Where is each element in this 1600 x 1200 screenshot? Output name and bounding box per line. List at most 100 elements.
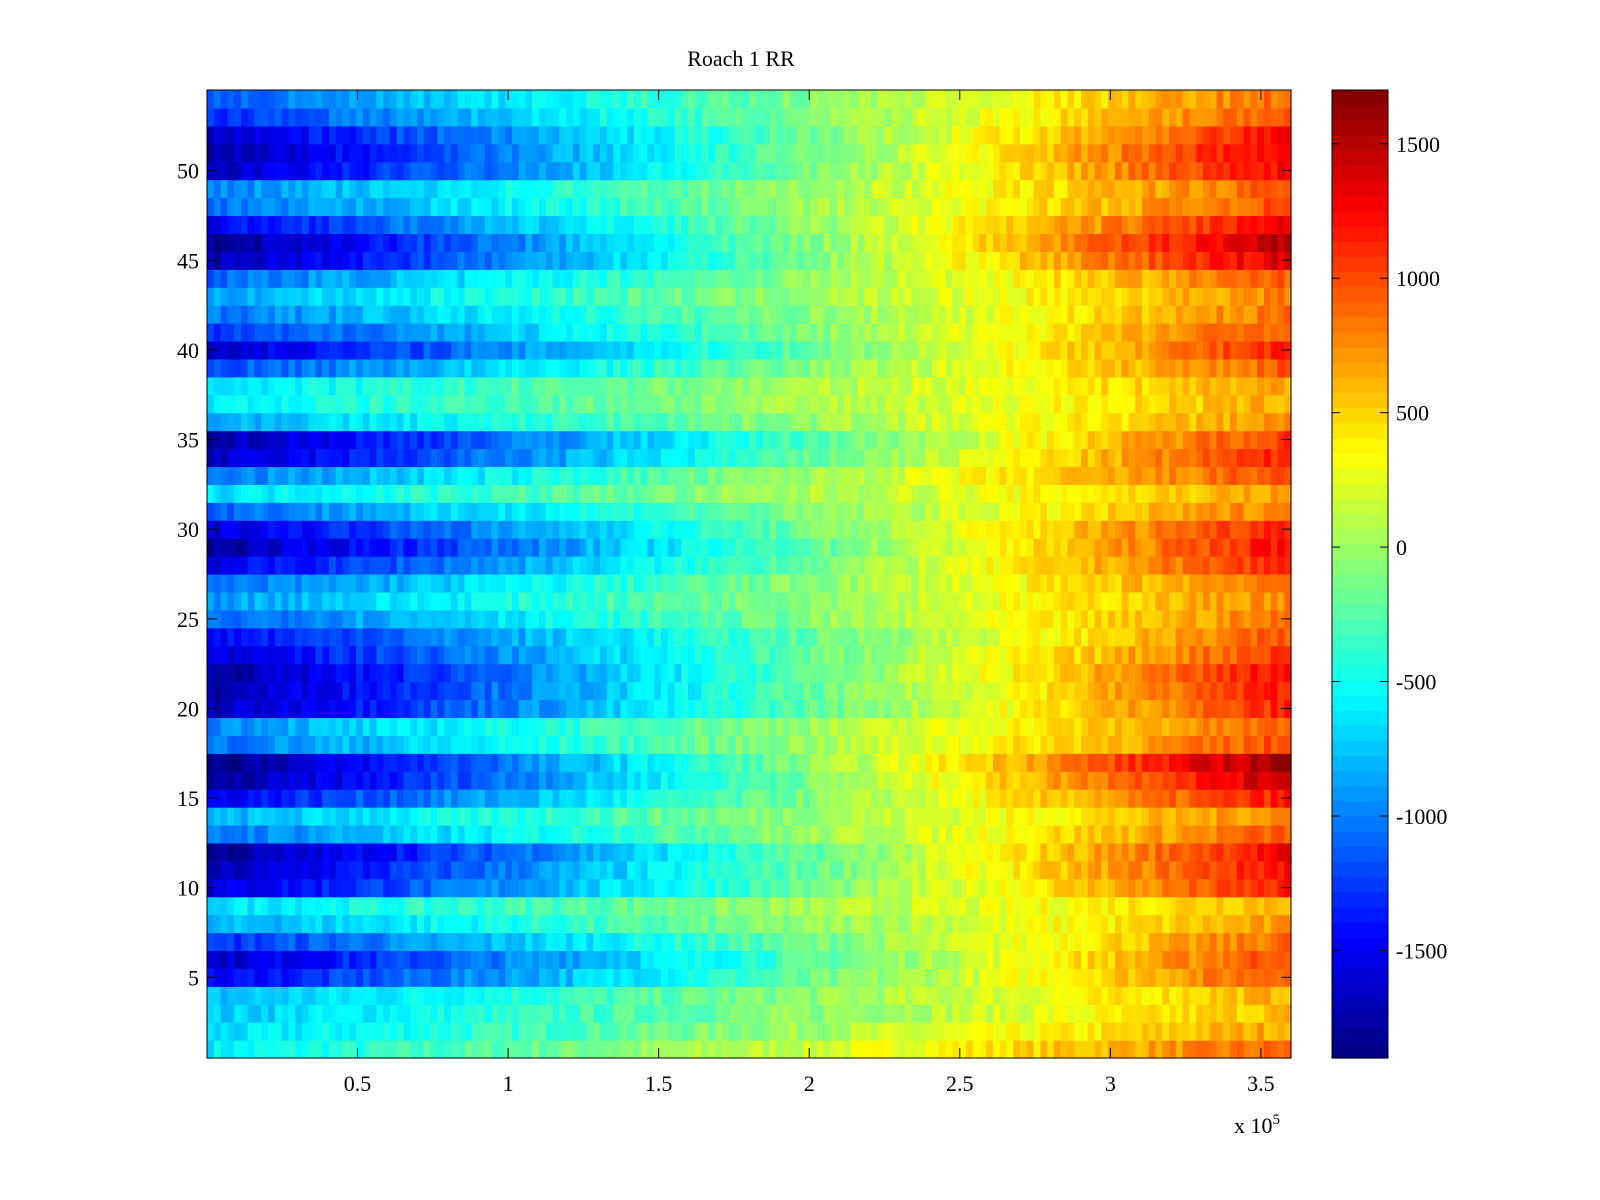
heatmap-cell <box>227 789 235 808</box>
heatmap-cell <box>911 699 919 719</box>
heatmap-cell <box>1257 574 1265 593</box>
heatmap-cell <box>776 663 784 683</box>
heatmap-cell <box>1013 753 1021 772</box>
heatmap-cell <box>762 1040 770 1059</box>
heatmap-cell <box>1182 896 1190 916</box>
heatmap-cell <box>749 789 757 808</box>
heatmap-cell <box>207 753 215 772</box>
heatmap-cell <box>281 627 289 647</box>
heatmap-cell <box>1236 663 1245 683</box>
heatmap-cell <box>843 842 852 862</box>
heatmap-cell <box>755 663 764 683</box>
heatmap-cell <box>281 914 289 934</box>
heatmap-cell <box>423 842 432 862</box>
heatmap-cell <box>559 932 567 952</box>
heatmap-cell <box>254 538 262 557</box>
heatmap-cell <box>322 484 330 503</box>
heatmap-cell <box>586 502 594 521</box>
heatmap-cell <box>674 771 682 790</box>
heatmap-cell <box>843 609 852 629</box>
heatmap-cell <box>986 789 994 808</box>
heatmap-cell <box>864 627 872 647</box>
heatmap-cell <box>484 520 493 539</box>
heatmap-cell <box>572 842 581 862</box>
heatmap-cell <box>857 1040 865 1059</box>
heatmap-cell <box>1216 807 1224 826</box>
heatmap-cell <box>572 968 581 987</box>
heatmap-cell <box>552 807 560 826</box>
heatmap-cell <box>959 591 967 611</box>
heatmap-cell <box>647 807 655 826</box>
heatmap-cell <box>667 753 676 772</box>
heatmap-cell <box>417 771 425 790</box>
heatmap-cell <box>999 771 1008 790</box>
heatmap-cell <box>769 860 777 880</box>
heatmap-cell <box>423 681 432 701</box>
heatmap-cell <box>1182 771 1190 790</box>
heatmap-cell <box>410 896 418 916</box>
heatmap-cell <box>1128 574 1136 593</box>
heatmap-cell <box>369 842 377 862</box>
heatmap-cell <box>471 591 479 611</box>
heatmap-cell <box>1060 699 1069 719</box>
heatmap-cell <box>952 538 960 557</box>
heatmap-cell <box>952 878 960 898</box>
heatmap-cell <box>925 520 933 539</box>
heatmap-cell <box>281 735 289 754</box>
heatmap-cell <box>749 842 757 862</box>
heatmap-cell <box>911 842 919 862</box>
heatmap-cell <box>708 950 716 969</box>
heatmap-cell <box>369 574 377 593</box>
heatmap-cell <box>837 574 845 593</box>
heatmap-cell <box>410 574 418 593</box>
heatmap-cell <box>369 627 377 647</box>
heatmap-cell <box>1033 914 1041 934</box>
heatmap-cell <box>437 753 445 772</box>
heatmap-cell <box>925 574 933 593</box>
heatmap-cell <box>538 842 547 862</box>
heatmap-cell <box>789 789 798 808</box>
heatmap-cell <box>308 520 317 539</box>
heatmap-cell <box>335 986 344 1005</box>
heatmap-cell <box>992 807 1001 826</box>
heatmap-cell <box>301 932 310 952</box>
heatmap-cell <box>674 968 682 987</box>
heatmap-cell <box>1209 520 1218 539</box>
heatmap-cell <box>898 753 906 772</box>
heatmap-cell <box>884 502 892 521</box>
heatmap-cell <box>1053 878 1062 898</box>
heatmap-cell <box>918 986 926 1005</box>
heatmap-cell <box>803 824 811 844</box>
heatmap-cell <box>586 556 594 575</box>
heatmap-cell <box>423 699 432 719</box>
heatmap-cell <box>1094 609 1102 629</box>
heatmap-cell <box>816 681 825 701</box>
heatmap-cell <box>877 753 886 772</box>
heatmap-cell <box>606 574 615 593</box>
heatmap-cell <box>769 538 777 557</box>
heatmap-cell <box>986 663 994 683</box>
heatmap-cell <box>864 807 872 826</box>
heatmap-cell <box>410 824 418 844</box>
heatmap-cell <box>654 681 662 701</box>
heatmap-cell <box>552 896 560 916</box>
heatmap-cell <box>816 520 825 539</box>
heatmap-cell <box>389 591 398 611</box>
heatmap-cell <box>938 950 947 969</box>
heatmap-cell <box>1006 627 1014 647</box>
heatmap-cell <box>1277 645 1285 665</box>
heatmap-cell <box>1101 896 1109 916</box>
heatmap-cell <box>518 609 527 629</box>
heatmap-cell <box>640 591 648 611</box>
heatmap-cell <box>1135 842 1143 862</box>
heatmap-cell <box>620 753 628 772</box>
heatmap-cell <box>322 574 330 593</box>
heatmap-cell <box>925 591 933 611</box>
heatmap-cell <box>830 896 838 916</box>
heatmap-cell <box>925 932 933 952</box>
heatmap-cell <box>925 663 933 683</box>
heatmap-cell <box>362 699 371 719</box>
heatmap-cell <box>220 896 228 916</box>
heatmap-cell <box>884 717 892 736</box>
heatmap-cell <box>952 950 960 969</box>
